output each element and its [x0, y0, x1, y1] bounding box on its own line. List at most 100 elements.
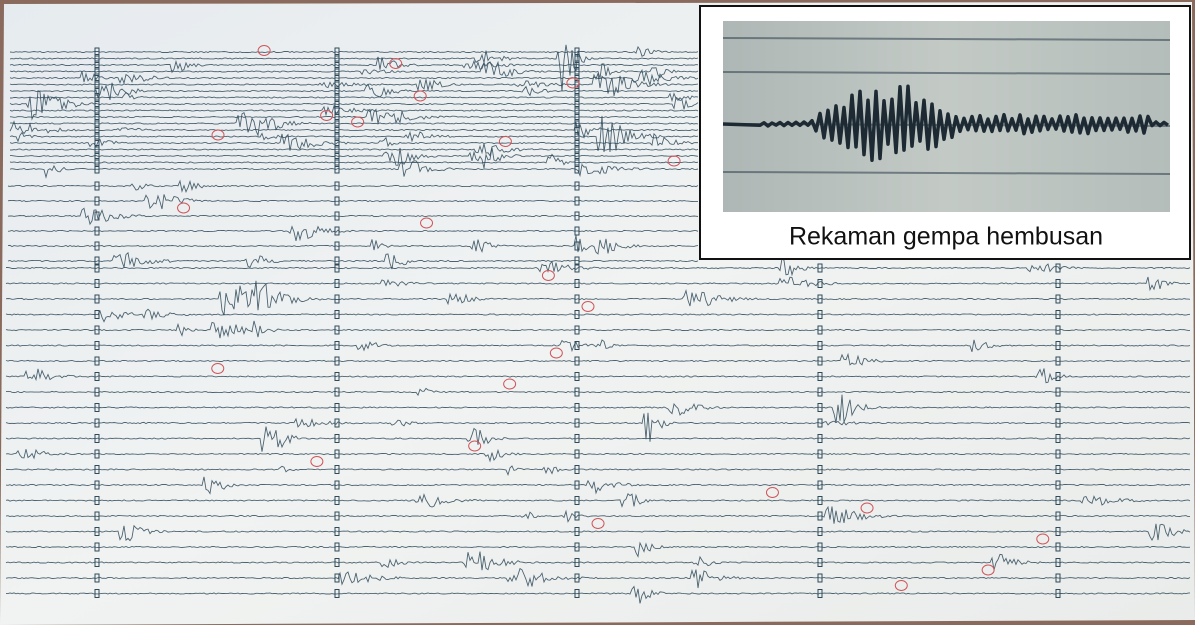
time-mark — [574, 60, 580, 70]
time-mark — [94, 356, 100, 366]
time-mark — [94, 542, 100, 552]
time-mark — [1055, 573, 1061, 583]
time-mark — [94, 86, 100, 96]
event-circle — [1036, 533, 1050, 545]
time-mark — [94, 418, 100, 428]
time-mark — [334, 86, 340, 96]
time-mark — [94, 573, 100, 583]
time-mark — [574, 341, 580, 350]
time-mark — [334, 54, 340, 63]
time-mark — [94, 241, 100, 251]
time-mark — [574, 93, 580, 102]
time-mark — [334, 589, 340, 598]
time-mark — [574, 256, 580, 266]
inset-trace-lines — [722, 37, 1171, 175]
time-mark — [334, 119, 340, 128]
time-mark — [334, 196, 340, 206]
time-mark — [94, 151, 100, 161]
trace — [10, 91, 699, 103]
time-mark — [574, 294, 580, 304]
time-mark — [94, 196, 100, 206]
time-mark — [94, 145, 100, 154]
time-mark — [574, 372, 580, 381]
time-mark — [574, 434, 580, 443]
trace — [9, 73, 699, 97]
time-mark — [817, 263, 823, 273]
trace — [9, 153, 699, 166]
time-mark — [574, 573, 580, 583]
time-mark — [574, 106, 580, 115]
trace — [7, 251, 699, 270]
trace — [9, 147, 699, 169]
time-mark — [574, 310, 580, 319]
time-mark — [334, 211, 340, 221]
trace — [5, 387, 1191, 397]
time-mark — [574, 67, 580, 76]
time-mark — [817, 480, 823, 490]
time-mark — [94, 138, 100, 148]
time-mark — [817, 372, 823, 381]
time-mark — [334, 294, 340, 304]
time-mark — [817, 434, 823, 443]
time-mark — [94, 47, 100, 57]
time-mark — [817, 573, 823, 583]
trace — [9, 115, 699, 153]
trace — [5, 523, 1191, 542]
time-mark — [94, 256, 100, 266]
trace — [9, 68, 699, 87]
time-mark — [94, 294, 100, 304]
time-mark — [94, 465, 100, 474]
time-mark — [94, 211, 100, 221]
time-mark — [1055, 542, 1061, 552]
trace — [9, 60, 699, 79]
time-mark — [94, 480, 100, 490]
trace — [5, 505, 1191, 524]
event-circle — [860, 502, 874, 514]
time-mark — [334, 434, 340, 443]
time-mark — [574, 196, 580, 206]
time-mark — [334, 356, 340, 366]
trace — [5, 308, 1191, 323]
time-mark — [574, 211, 580, 221]
time-mark — [574, 465, 580, 474]
time-mark — [817, 465, 823, 474]
trace — [5, 426, 1191, 452]
time-mark — [574, 279, 580, 288]
inset-waveform — [722, 84, 1170, 163]
time-mark — [334, 558, 340, 567]
time-mark — [94, 341, 100, 350]
time-mark — [334, 80, 340, 89]
time-mark — [817, 496, 823, 505]
time-mark — [94, 158, 100, 167]
time-mark — [574, 47, 580, 57]
trace — [5, 368, 1191, 384]
trace — [9, 120, 699, 139]
event-circle — [894, 580, 908, 591]
time-mark — [334, 310, 340, 319]
time-mark — [574, 145, 580, 154]
time-mark — [574, 527, 580, 536]
time-mark — [817, 325, 823, 335]
time-mark — [334, 60, 340, 70]
trace — [9, 56, 699, 74]
time-mark — [94, 67, 100, 76]
trace — [10, 143, 699, 157]
event-circle — [981, 564, 995, 576]
time-mark — [334, 511, 340, 521]
time-mark — [334, 465, 340, 474]
event-circle — [320, 110, 334, 121]
time-mark — [817, 558, 823, 567]
time-mark — [1055, 310, 1061, 319]
inset-line — [722, 71, 1171, 75]
time-mark — [574, 558, 580, 567]
time-mark — [574, 356, 580, 366]
trace — [9, 160, 699, 179]
time-mark — [574, 54, 580, 63]
time-mark — [817, 511, 823, 521]
time-mark — [334, 527, 340, 536]
trace — [6, 257, 1191, 277]
time-mark — [94, 511, 100, 521]
trace — [5, 320, 1190, 339]
inset: Rekaman gempa hembusan — [699, 5, 1191, 260]
time-mark — [817, 418, 823, 428]
